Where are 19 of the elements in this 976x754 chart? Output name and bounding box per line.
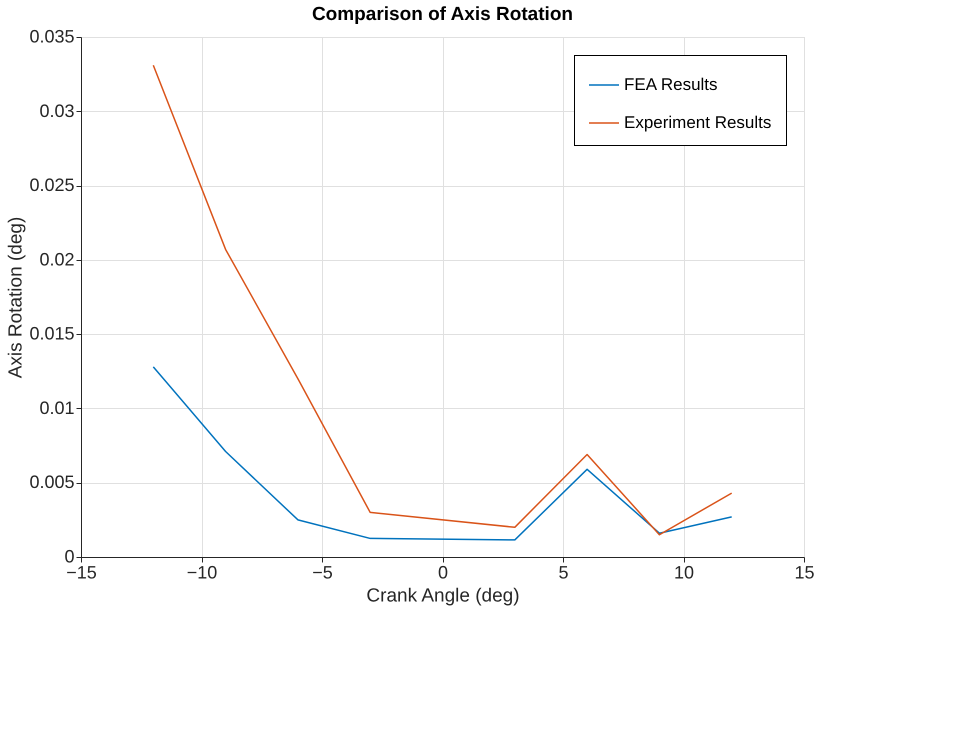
y-tick-label: 0.025: [29, 175, 74, 196]
y-axis-title: Axis Rotation (deg): [5, 216, 26, 378]
y-tick-label: 0.015: [29, 324, 74, 344]
x-tick-label: 10: [674, 562, 694, 582]
x-axis-title: Crank Angle (deg): [366, 586, 520, 606]
line-series: [152, 366, 732, 541]
legend-label: FEA Results: [624, 75, 718, 94]
x-tick-label: 0: [438, 562, 448, 582]
y-tick-label: 0.01: [39, 398, 74, 418]
x-tick-label: 15: [794, 562, 815, 582]
y-tick-label: 0.035: [29, 26, 74, 46]
chart-title: Comparison of Axis Rotation: [312, 4, 574, 25]
x-tick-label: 5: [558, 562, 569, 582]
y-tick-label: 0.02: [39, 249, 74, 270]
x-tick-label: −5: [312, 562, 333, 582]
x-tick-label: −10: [186, 562, 218, 582]
y-tick-label: 0.005: [29, 472, 74, 492]
legend-label: Experiment Results: [624, 113, 772, 132]
y-tick-label: 0.03: [39, 100, 74, 121]
